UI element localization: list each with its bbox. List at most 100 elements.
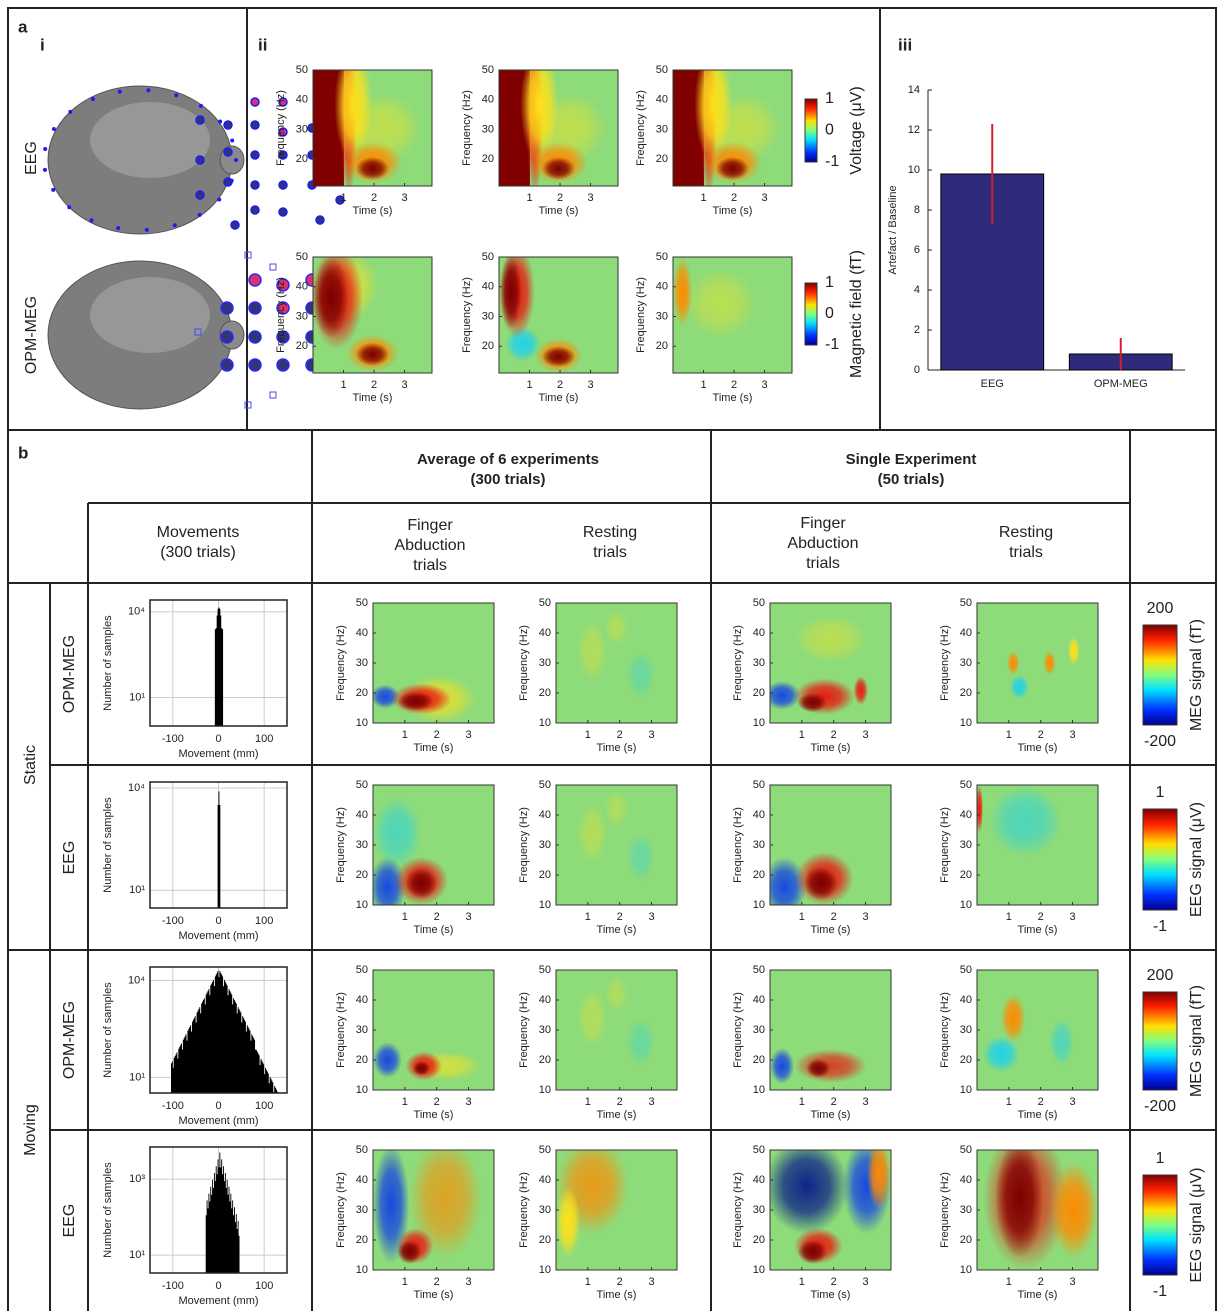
x-tick-label: 100 — [255, 733, 273, 745]
spectrogram-blob — [626, 1018, 655, 1066]
column-header: Movements — [157, 524, 240, 541]
y-tick-label: 30 — [539, 657, 551, 669]
y-tick-label: 40 — [960, 809, 972, 821]
y-axis-label: Frequency (Hz) — [335, 807, 347, 883]
y-tick-label: 6 — [914, 244, 920, 256]
y-tick-label: 20 — [539, 1234, 551, 1246]
y-tick-label: 30 — [960, 1204, 972, 1216]
y-tick-label: 10³ — [129, 1173, 145, 1185]
y-axis-label: Frequency (Hz) — [732, 625, 744, 701]
y-tick-label: 50 — [482, 64, 494, 76]
y-tick-label: 10¹ — [129, 1071, 145, 1083]
x-axis-label: Time (s) — [597, 742, 637, 754]
x-tick-label: 1 — [402, 1276, 408, 1288]
x-tick-label: 2 — [434, 729, 440, 741]
spectrogram-blob — [604, 609, 628, 645]
spectrogram — [373, 1138, 494, 1270]
y-tick-label: 30 — [356, 657, 368, 669]
y-tick-label: 40 — [356, 809, 368, 821]
sensor — [145, 228, 149, 232]
y-tick-label: 40 — [296, 281, 308, 293]
y-tick-label: 10 — [753, 899, 765, 911]
x-tick-label: 0 — [215, 1100, 221, 1112]
y-tick-label: 30 — [753, 657, 765, 669]
sensor — [196, 191, 204, 199]
y-tick-label: 10⁴ — [128, 974, 145, 986]
y-tick-label: 20 — [539, 687, 551, 699]
colorbar — [805, 283, 817, 345]
spectrogram-blob — [806, 1059, 830, 1078]
x-axis-label: Time (s) — [713, 392, 753, 404]
y-tick-label: 50 — [356, 597, 368, 609]
sensor — [249, 274, 261, 286]
y-tick-label: 50 — [753, 1144, 765, 1156]
x-tick-label: 3 — [648, 729, 654, 741]
colorbar-tick-label: -200 — [1144, 1098, 1176, 1115]
spectrogram-blob — [578, 803, 607, 863]
y-tick-label: 30 — [296, 123, 308, 135]
spectrogram — [673, 35, 792, 197]
y-tick-label: 40 — [296, 94, 308, 106]
x-tick-label: 1 — [799, 729, 805, 741]
y-tick-label: 20 — [539, 1054, 551, 1066]
modality-label: OPM-MEG — [61, 635, 78, 713]
y-tick-label: 50 — [539, 1144, 551, 1156]
y-tick-label: 20 — [296, 340, 308, 352]
spectrogram-blob — [867, 1138, 891, 1210]
y-tick-label: 50 — [296, 251, 308, 263]
spectrogram — [977, 970, 1098, 1090]
spectrogram — [371, 603, 494, 723]
x-tick-label: 2 — [617, 911, 623, 923]
x-axis-label: Time (s) — [353, 205, 393, 217]
head-highlight — [90, 102, 210, 178]
x-tick-label: 3 — [401, 379, 407, 391]
spectrogram-blob — [853, 676, 868, 705]
x-tick-label: 2 — [831, 729, 837, 741]
spectrogram — [313, 35, 432, 197]
sensor — [90, 218, 94, 222]
x-tick-label: 3 — [587, 379, 593, 391]
x-tick-label: 0 — [215, 733, 221, 745]
x-axis-label: Time (s) — [597, 1289, 637, 1301]
spectrogram-blob — [313, 257, 349, 338]
x-tick-label: 3 — [862, 911, 868, 923]
y-tick-label: 40 — [753, 627, 765, 639]
y-tick-label: 20 — [753, 1234, 765, 1246]
x-tick-label: 2 — [557, 192, 563, 204]
y-axis-label: Artefact / Baseline — [887, 185, 899, 274]
spectrogram — [373, 970, 494, 1090]
colorbar-tick-label: 1 — [825, 90, 834, 107]
x-tick-label: 1 — [1006, 1096, 1012, 1108]
y-tick-label: 30 — [356, 1024, 368, 1036]
x-axis-label: Time (s) — [353, 392, 393, 404]
y-tick-label: 40 — [539, 1174, 551, 1186]
sensor — [199, 104, 203, 108]
x-tick-label: 2 — [831, 911, 837, 923]
panel-label: a — [18, 17, 28, 36]
y-tick-label: 40 — [356, 627, 368, 639]
spectrogram-blob — [794, 1049, 867, 1083]
column-header: Abduction — [787, 535, 858, 552]
x-tick-label: 100 — [255, 1100, 273, 1112]
x-tick-label: 3 — [648, 911, 654, 923]
y-tick-label: 30 — [753, 1204, 765, 1216]
x-axis-label: Time (s) — [539, 205, 579, 217]
x-axis-label: Time (s) — [811, 1109, 851, 1121]
column-header: Finger — [407, 517, 453, 534]
spectrogram — [764, 1138, 891, 1270]
y-tick-label: 10 — [356, 717, 368, 729]
y-tick-label: 12 — [908, 124, 920, 136]
figure: a i ii iii b EEG OPM-MEG Average of 6 ex… — [0, 0, 1218, 1311]
x-tick-label: 2 — [434, 1096, 440, 1108]
sensor — [146, 88, 150, 92]
sensor — [224, 148, 232, 156]
x-tick-label: 2 — [1038, 911, 1044, 923]
y-axis-label: Frequency (Hz) — [518, 992, 530, 1068]
y-tick-label: 50 — [960, 1144, 972, 1156]
y-tick-label: 40 — [539, 627, 551, 639]
spectrogram-blob — [1007, 651, 1019, 675]
y-axis-label: Number of samples — [102, 615, 114, 711]
x-tick-label: 2 — [731, 192, 737, 204]
x-tick-label: 2 — [557, 379, 563, 391]
x-tick-label: 1 — [1006, 729, 1012, 741]
